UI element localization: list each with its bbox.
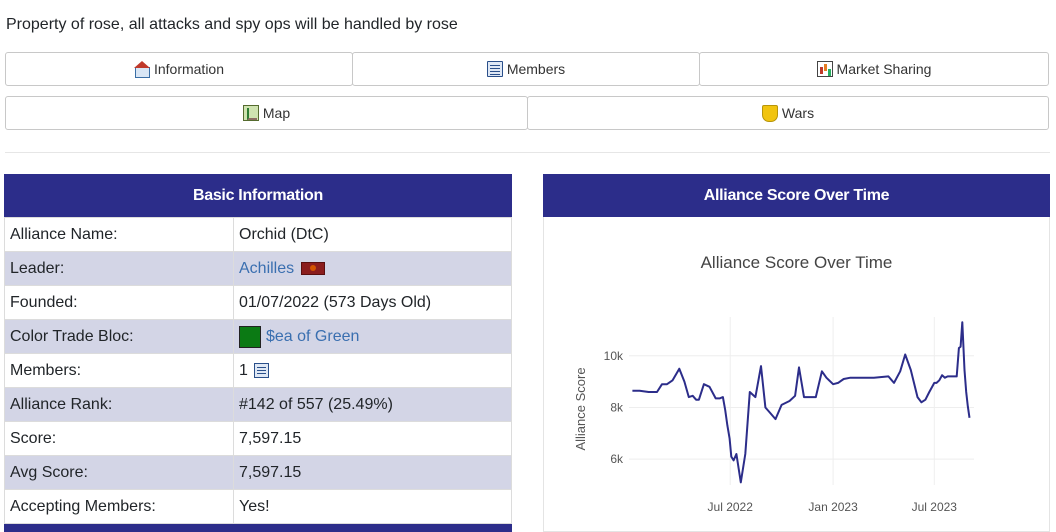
market-sharing-button[interactable]: Market Sharing: [699, 52, 1049, 86]
leader-link[interactable]: Achilles: [239, 259, 295, 277]
table-row: Founded: 01/07/2022 (573 Days Old): [4, 285, 512, 320]
table-row: Color Trade Bloc: $ea of Green: [4, 319, 512, 354]
leader-label: Leader:: [4, 251, 234, 286]
house-icon: [133, 61, 150, 78]
alliance-description: Property of rose, all attacks and spy op…: [6, 16, 458, 33]
map-button-label: Map: [262, 105, 291, 121]
score-chart-header: Alliance Score Over Time: [543, 174, 1050, 217]
members-label: Members:: [4, 353, 234, 388]
rank-label: Alliance Rank:: [4, 387, 234, 422]
shield-icon: [761, 105, 778, 122]
y-axis-label: Alliance Score: [573, 367, 588, 450]
score-chart-container: Alliance Score Over Time 6k 8k 10k Jul 2022 J…: [543, 217, 1050, 532]
chart-icon: [816, 61, 833, 77]
members-value: 1: [239, 361, 248, 379]
table-footer-bar: [4, 524, 512, 532]
founded-value: 01/07/2022 (573 Days Old): [233, 285, 512, 320]
table-row: Leader: Achilles: [4, 251, 512, 286]
wars-button[interactable]: Wars: [527, 96, 1049, 130]
flag-icon: [300, 261, 325, 275]
map-button[interactable]: Map: [5, 96, 528, 130]
alliance-name-value: Orchid (DtC): [233, 217, 512, 252]
score-value: 7,597.15: [233, 421, 512, 456]
info-button-label: Information: [153, 61, 225, 77]
y-tick-label: 6k: [610, 452, 624, 466]
y-tick-label: 8k: [610, 400, 624, 414]
market-sharing-button-label: Market Sharing: [836, 61, 932, 77]
chart-title: Alliance Score Over Time: [701, 253, 893, 272]
x-tick-label: Jul 2023: [912, 500, 958, 514]
x-tick-label: Jan 2023: [808, 500, 858, 514]
leader-cell: Achilles: [233, 251, 512, 286]
members-button[interactable]: Members: [352, 52, 700, 86]
basic-info-table: Alliance Name: Orchid (DtC) Leader: Achi…: [4, 217, 512, 524]
x-tick-label: Jul 2022: [708, 500, 754, 514]
members-cell: 1: [233, 353, 512, 388]
info-button[interactable]: Information: [5, 52, 353, 86]
color-swatch-icon: [239, 325, 261, 348]
map-icon: [242, 105, 259, 121]
accepting-label: Accepting Members:: [4, 489, 234, 524]
table-row: Accepting Members: Yes!: [4, 489, 512, 524]
table-row: Members: 1: [4, 353, 512, 388]
table-row: Score: 7,597.15: [4, 421, 512, 456]
basic-info-header: Basic Information: [4, 174, 512, 217]
section-divider: [5, 152, 1050, 153]
table-row: Alliance Rank: #142 of 557 (25.49%): [4, 387, 512, 422]
color-bloc-link[interactable]: $ea of Green: [266, 327, 360, 345]
series-line: [632, 321, 971, 484]
score-label: Score:: [4, 421, 234, 456]
members-list-icon[interactable]: [254, 362, 270, 378]
table-row: Alliance Name: Orchid (DtC): [4, 217, 512, 252]
list-icon: [486, 61, 503, 77]
y-tick-label: 10k: [604, 349, 624, 363]
founded-label: Founded:: [4, 285, 234, 320]
members-button-label: Members: [506, 61, 566, 77]
alliance-name-label: Alliance Name:: [4, 217, 234, 252]
rank-value: #142 of 557 (25.49%): [233, 387, 512, 422]
wars-button-label: Wars: [781, 105, 815, 121]
table-row: Avg Score: 7,597.15: [4, 455, 512, 490]
avg-score-value: 7,597.15: [233, 455, 512, 490]
score-chart[interactable]: Alliance Score Over Time 6k 8k 10k Jul 2022 J…: [544, 217, 1049, 532]
avg-score-label: Avg Score:: [4, 455, 234, 490]
color-bloc-cell: $ea of Green: [233, 319, 512, 354]
accepting-value: Yes!: [233, 489, 512, 524]
color-bloc-label: Color Trade Bloc:: [4, 319, 234, 354]
